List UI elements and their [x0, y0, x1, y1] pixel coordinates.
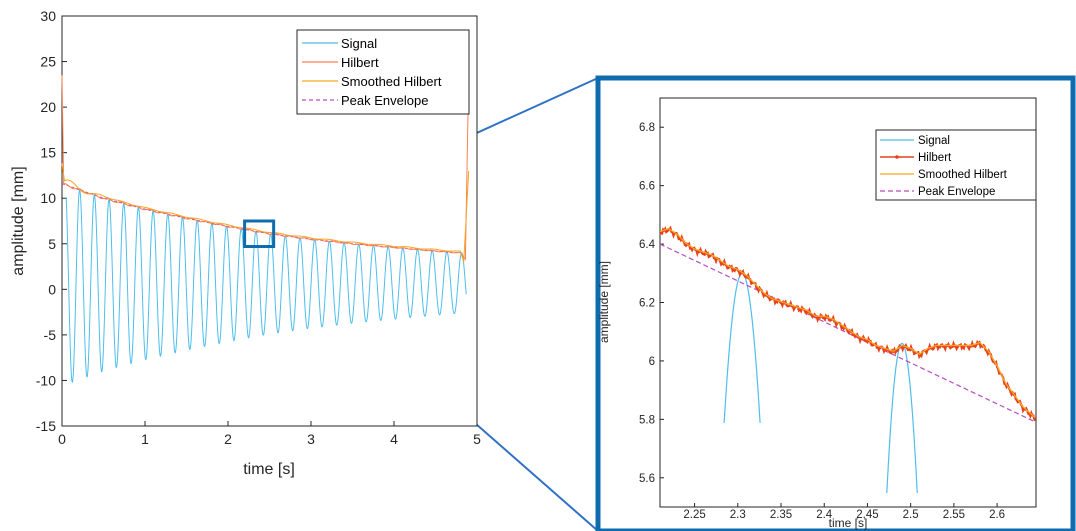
main-y-tick-label: 25	[40, 54, 56, 70]
main-legend: Signal Hilbert Smoothed Hilbert Peak Env…	[296, 29, 470, 115]
main-x-tick-label: 2	[224, 431, 232, 447]
inset-y-ticks: 5.6 5.8 6 6.2 6.4 6.6 6.8	[639, 122, 664, 485]
main-legend-box	[296, 29, 470, 115]
main-legend-hilbert: Hilbert	[341, 55, 379, 70]
main-x-tick-label: 4	[390, 431, 398, 447]
main-y-tick-label: -15	[36, 418, 56, 434]
main-x-axis-label: time [s]	[243, 461, 295, 478]
main-y-tick-label: 20	[40, 99, 56, 115]
inset-series	[660, 225, 1036, 494]
main-y-tick-label: -10	[36, 372, 56, 388]
main-y-tick-label: -5	[44, 327, 57, 343]
inset-legend-peak-envelope: Peak Envelope	[918, 186, 995, 198]
main-y-tick-label: 0	[48, 281, 56, 297]
inset-y-tick-label: 5.8	[639, 414, 655, 426]
inset-x-tick-label: 2.55	[943, 509, 965, 521]
inset-x-tick-label: 2.6	[989, 509, 1005, 521]
main-series	[61, 75, 470, 384]
main-smoothed-hilbert-line	[61, 163, 470, 263]
inset-y-tick-label: 5.6	[639, 473, 655, 485]
inset-y-tick-label: 6	[649, 356, 655, 368]
main-y-tick-label: 5	[48, 236, 56, 252]
inset-x-tick-label: 2.3	[730, 509, 746, 521]
inset-y-tick-label: 6.6	[639, 181, 655, 193]
main-x-tick-label: 5	[473, 431, 481, 447]
zoom-box	[243, 219, 276, 249]
main-legend-signal: Signal	[341, 36, 377, 51]
main-y-axis-label: amplitude [mm]	[10, 166, 27, 275]
inset-x-tick-label: 2.35	[770, 509, 792, 521]
main-x-tick-label: 3	[307, 431, 315, 447]
main-y-tick-label: 15	[40, 145, 56, 161]
main-signal-line	[65, 189, 467, 384]
main-x-tick-label: 1	[141, 431, 149, 447]
inset-y-tick-label: 6.2	[639, 298, 655, 310]
inset-x-axis-label: time [s]	[829, 516, 868, 530]
main-x-ticks: 0 1 2 3 4 5	[58, 421, 481, 447]
inset-x-tick-label: 2.5	[903, 509, 919, 521]
main-x-tick-label: 0	[58, 431, 66, 447]
main-y-ticks: -15 -10 -5 0 5 10 15 20 25 30	[36, 8, 67, 434]
inset-legend-box	[875, 129, 1037, 201]
inset-legend-hilbert-marker	[895, 155, 899, 159]
inset-y-tick-label: 6.8	[639, 122, 655, 134]
inset-legend-signal: Signal	[918, 135, 950, 147]
inset-chart: 2.25 2.3 2.35 2.4 2.45 2.5 2.55 2.6 5.6 5.8 6 6.2 6…	[595, 75, 1076, 531]
main-legend-peak-envelope: Peak Envelope	[341, 93, 428, 108]
inset-legend-smoothed-hilbert: Smoothed Hilbert	[918, 169, 1008, 181]
inset-x-tick-label: 2.45	[856, 509, 878, 521]
inset-x-tick-label: 2.25	[683, 509, 705, 521]
main-chart: 0 1 2 3 4 5 -15 -10 -5 0 5 10 15 20 25 30 time [s] amp…	[10, 8, 481, 478]
inset-y-tick-label: 6.4	[639, 239, 656, 251]
main-legend-smoothed-hilbert: Smoothed Hilbert	[341, 74, 442, 89]
inset-y-axis-label: amplitude [mm]	[597, 261, 611, 343]
inset-smoothed-hilbert-line	[660, 227, 1036, 419]
inset-x-tick-label: 2.4	[816, 509, 833, 521]
main-y-tick-label: 30	[40, 8, 56, 24]
inset-x-ticks: 2.25 2.3 2.35 2.4 2.45 2.5 2.55 2.6	[683, 503, 1005, 521]
inset-legend-hilbert: Hilbert	[918, 152, 952, 164]
inset-legend: Signal Hilbert Smoothed Hilbert Peak Env…	[875, 129, 1037, 201]
inset-signal-peak	[886, 342, 918, 494]
main-y-tick-label: 10	[40, 190, 56, 206]
